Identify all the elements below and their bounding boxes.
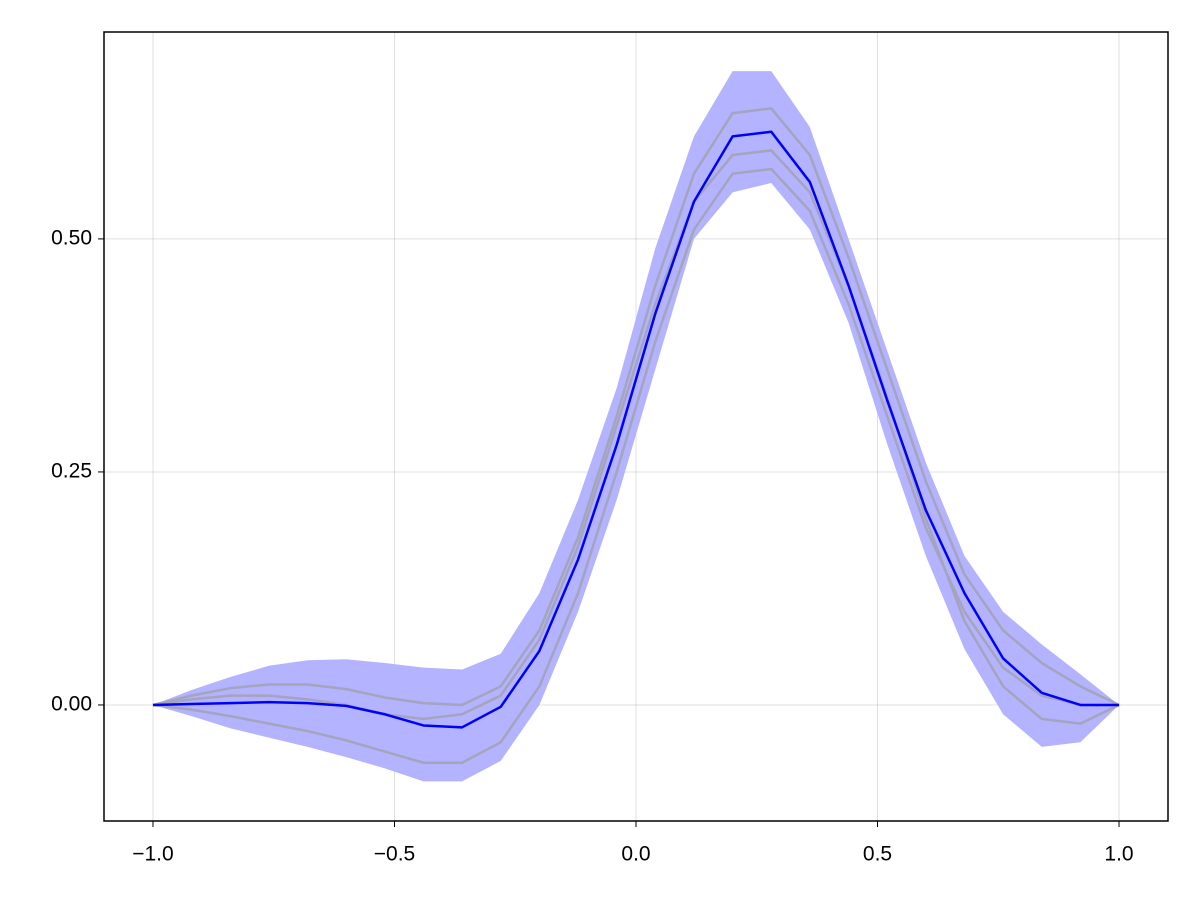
line [152,130,1120,729]
x-tick-label: 0.0 [621,843,650,866]
line [152,167,1120,764]
band [152,71,1120,782]
x-tick-label: 0.5 [863,843,892,866]
line [152,149,1120,725]
y-tick-label: 0.00 [51,693,92,716]
y-tick-label: 0.25 [51,459,92,482]
x-tick-label: 1.0 [1104,843,1133,866]
plot-frame [103,31,1169,822]
line [152,107,1120,707]
x-tick-label: −0.5 [374,843,415,866]
y-tick-label: 0.50 [51,226,92,249]
x-tick-label: −1.0 [132,843,173,866]
